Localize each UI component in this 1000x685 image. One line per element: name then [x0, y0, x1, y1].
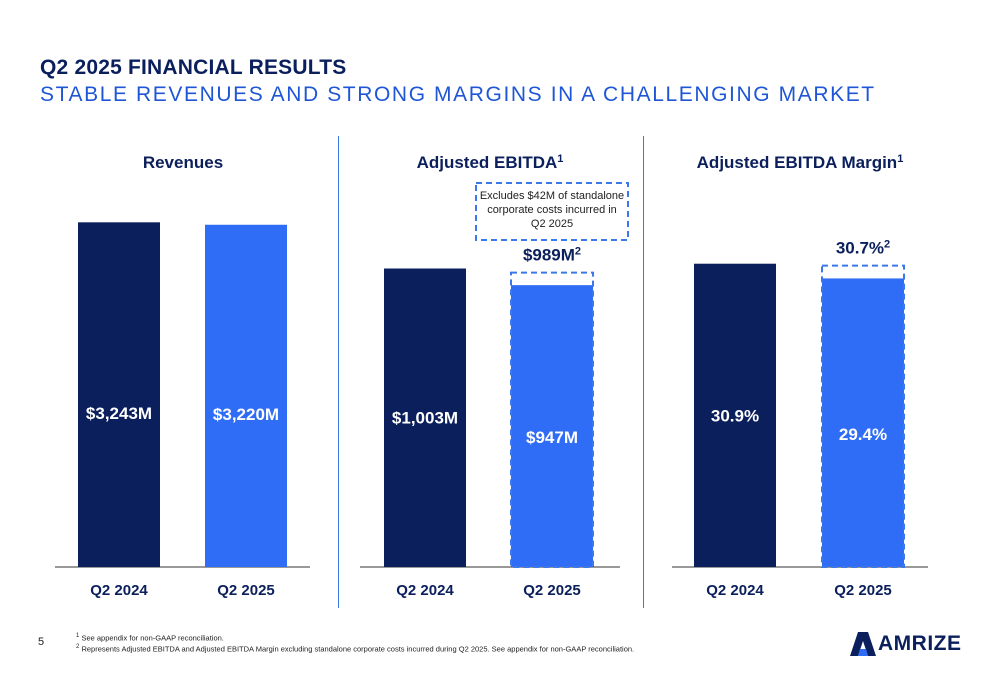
footnote-1-marker: 1: [76, 633, 80, 639]
data-label: $947M: [526, 428, 578, 447]
data-label: $1,003M: [392, 409, 458, 428]
adjusted-bar-outline: [510, 271, 594, 568]
bar: [694, 263, 776, 567]
adjusted-data-label: 30.7%2: [836, 239, 890, 258]
tick-label: Q2 2024: [706, 582, 764, 599]
logo-text: AMRIZE: [878, 632, 962, 655]
footnote-1-text: See appendix for non-GAAP reconciliation…: [81, 633, 224, 643]
amrize-logo: AMRIZE: [850, 631, 965, 657]
page-subtitle: STABLE REVENUES AND STRONG MARGINS IN A …: [40, 83, 876, 106]
tick-label: Q2 2025: [523, 582, 581, 599]
data-label: 30.9%: [711, 406, 759, 425]
callout-text: Excludes $42M of standalone corporate cos…: [480, 190, 624, 230]
footnote-1: 1 See appendix for non-GAAP reconciliati…: [76, 633, 224, 643]
data-label: $3,220M: [213, 405, 279, 424]
adjusted-data-label: $989M2: [523, 246, 581, 265]
bar: [78, 222, 160, 567]
callout-box: [475, 182, 629, 241]
tick-label: Q2 2024: [90, 582, 148, 599]
tick-label: Q2 2025: [834, 582, 892, 599]
page-number: 5: [38, 636, 45, 648]
bar: [205, 224, 287, 567]
chart-title: Adjusted EBITDA Margin1: [697, 153, 904, 172]
panel-divider: [643, 136, 644, 608]
bar: [384, 268, 466, 567]
bar: [822, 278, 904, 567]
chart-title: Revenues: [143, 153, 223, 172]
footnote-2-text: Represents Adjusted EBITDA and Adjusted …: [81, 644, 635, 654]
tick-label: Q2 2025: [217, 582, 275, 599]
footnote-2-marker: 2: [76, 644, 80, 650]
footnote-2: 2 Represents Adjusted EBITDA and Adjuste…: [76, 644, 634, 654]
tick-label: Q2 2024: [396, 582, 454, 599]
chart-title: Adjusted EBITDA1: [417, 153, 564, 172]
bar: [511, 285, 593, 567]
panel-divider: [338, 136, 339, 608]
adjusted-bar-outline: [821, 264, 905, 568]
data-label: $3,243M: [86, 404, 152, 423]
amrize-logo-mark-icon: [850, 632, 876, 656]
data-label: 29.4%: [839, 425, 887, 444]
page-title: Q2 2025 FINANCIAL RESULTS: [40, 56, 347, 79]
